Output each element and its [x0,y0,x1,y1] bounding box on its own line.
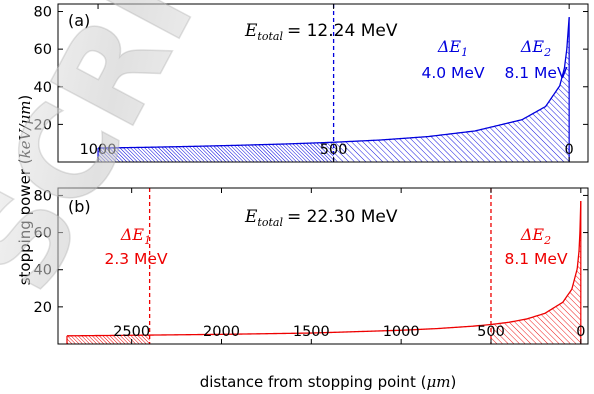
panel-b-ytick-label: 20 [34,300,52,316]
panel-a-segment-2-symbol: ΔE2 [520,37,551,59]
panel-a-ytick-label: 80 [34,5,52,21]
panel-a-total-energy-value: = 12.24 MeV [287,21,398,41]
panel-a-segment-1-subscript: 1 [461,46,468,59]
panel-a-frame [57,3,589,163]
panel-b-stopping-curve [66,200,582,337]
panel-a-total-energy-symbol: E [244,21,258,41]
x-axis-label-close: ) [450,373,456,391]
panel-b-segment-1-subscript: 1 [144,234,151,247]
panel-b-frame [57,187,589,345]
y-axis-label-text: stopping power ( [16,158,34,285]
y-axis-label: stopping power (keV/μm) [16,95,34,286]
panel-a-segment-2-delta: ΔE [520,37,545,56]
panel-a-ytick-label: 40 [34,80,52,96]
panel-b-segment-2-delta: ΔE [520,225,545,244]
panel-b-xtick-label: 0 [576,324,585,340]
panel-a-ytick-label: 20 [34,117,52,133]
panel-b: 2500 2000 1500 1000 500 0 20 40 60 80 (b) Etotal =… [34,187,589,345]
panel-b-segment-2-value: 8.1 MeV [504,250,567,268]
x-axis-label: distance from stopping point (μm) [200,373,457,391]
panel-a-xtick-label: 500 [320,142,348,158]
panel-b-ytick-label: 80 [34,188,52,204]
y-axis-label-close: ) [16,95,34,101]
panel-b-segment-2-symbol: ΔE2 [520,225,551,247]
panel-b-xtick-label: 1500 [293,324,330,340]
panel-a-segment-2-area [333,17,570,162]
panel-b-xtick-label: 2000 [203,324,240,340]
y-axis-label-unit: keV/μm [16,101,34,159]
panel-b-total-energy-symbol: E [244,207,258,227]
panel-b-segment-1-value: 2.3 MeV [104,250,167,268]
panel-a-segment-2-subscript: 2 [543,46,551,59]
panel-a-total-energy-subscript: total [257,30,283,43]
x-axis-label-unit: μm [426,373,450,391]
panel-a-ytick-label: 60 [34,42,52,58]
panel-a-xtick-label: 1000 [80,142,117,158]
panel-a-stopping-curve [98,17,570,149]
panel-b-segment-1-symbol: ΔE1 [120,225,151,247]
panel-b-total-energy-value: = 22.30 MeV [287,207,398,227]
x-axis-label-text: distance from stopping point ( [200,373,427,391]
panel-b-total-energy: Etotal = 22.30 MeV [244,207,398,229]
panel-a-segment-1-symbol: ΔE1 [437,37,468,59]
panel-b-total-energy-subscript: total [257,216,283,229]
panel-b-xtick-label: 2500 [113,324,150,340]
panel-b-segment-1-delta: ΔE [120,225,145,244]
panel-a-segment-2-value: 8.1 MeV [504,64,567,82]
panel-a-total-energy: Etotal = 12.24 MeV [244,21,398,43]
panel-b-segment-2-area [490,201,581,344]
panel-b-label: (b) [68,197,91,216]
panel-a-xtick-label: 0 [565,142,574,158]
panel-a-segment-1-delta: ΔE [437,37,462,56]
panel-b-xtick-label: 1000 [383,324,420,340]
panel-a-segment-1-value: 4.0 MeV [421,64,484,82]
panel-a-label: (a) [68,11,90,30]
panel-b-segment-1-area [66,335,150,344]
panel-b-ytick-label: 60 [34,226,52,242]
panel-b-segment-2-subscript: 2 [543,234,551,247]
panel-b-ytick-label: 40 [34,263,52,279]
panel-b-xtick-label: 500 [477,324,505,340]
